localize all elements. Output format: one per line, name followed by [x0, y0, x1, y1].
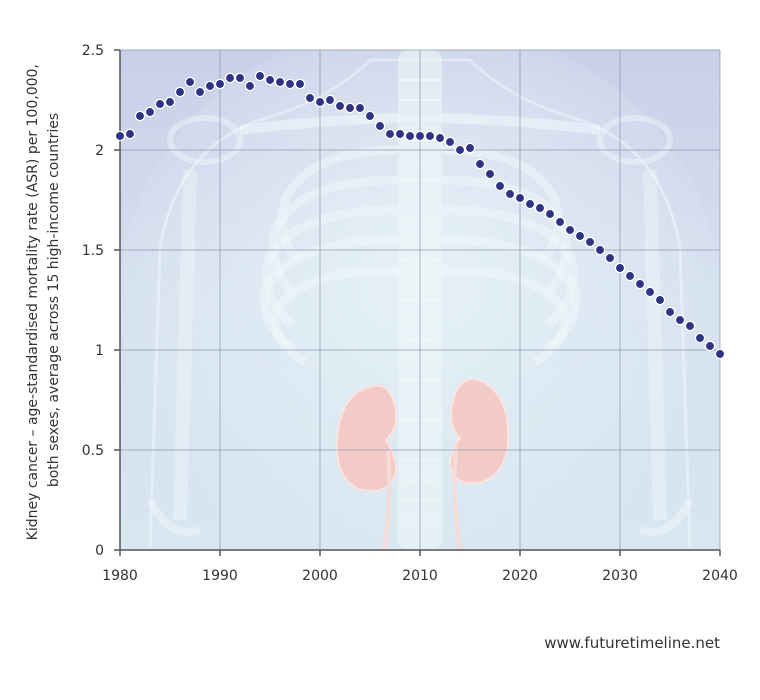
data-point	[284, 78, 296, 90]
data-point	[264, 74, 276, 86]
data-point	[464, 142, 476, 154]
y-axis-ticks: 0 0.5 1 1.5 2 2.5	[82, 43, 120, 559]
credit-text[interactable]: www.futuretimeline.net	[544, 634, 720, 652]
data-point	[304, 92, 316, 104]
data-point	[144, 106, 156, 118]
data-point	[374, 120, 386, 132]
data-point	[254, 70, 266, 82]
data-point	[514, 192, 526, 204]
data-point	[504, 188, 516, 200]
data-point	[394, 128, 406, 140]
x-tick-label: 2010	[402, 568, 438, 584]
data-point	[204, 80, 216, 92]
data-point	[534, 202, 546, 214]
data-point	[454, 144, 466, 156]
data-point	[654, 294, 666, 306]
y-tick-label: 1.5	[82, 243, 104, 259]
data-point	[214, 78, 226, 90]
data-point	[274, 76, 286, 88]
data-point	[544, 208, 556, 220]
data-point	[704, 340, 716, 352]
x-tick-label: 1980	[102, 568, 138, 584]
data-point	[674, 314, 686, 326]
x-tick-label: 2020	[502, 568, 538, 584]
data-point	[684, 320, 696, 332]
gridlines	[120, 49, 721, 550]
data-point	[624, 270, 636, 282]
data-point	[384, 128, 396, 140]
data-point	[234, 72, 246, 84]
data-point	[344, 102, 356, 114]
y-axis-title: Kidney cancer – age-standardised mortali…	[25, 60, 62, 541]
x-tick-label: 1990	[202, 568, 238, 584]
data-point	[224, 72, 236, 84]
data-point	[314, 96, 326, 108]
x-axis-ticks: 1980 1990 2000 2010 2020 2030 2040	[102, 550, 738, 584]
y-tick-label: 1	[95, 343, 104, 359]
kidney-illustration	[335, 378, 510, 550]
data-point	[604, 252, 616, 264]
data-point	[554, 216, 566, 228]
data-point	[424, 130, 436, 142]
data-point	[574, 230, 586, 242]
data-point	[494, 180, 506, 192]
data-point	[434, 132, 446, 144]
data-point	[184, 76, 196, 88]
data-point	[444, 136, 456, 148]
data-point	[124, 128, 136, 140]
data-point	[334, 100, 346, 112]
data-point	[524, 198, 536, 210]
data-point	[364, 110, 376, 122]
data-point	[134, 110, 146, 122]
x-tick-label: 2000	[302, 568, 338, 584]
data-point	[484, 168, 496, 180]
data-point	[414, 130, 426, 142]
data-point	[594, 244, 606, 256]
data-point	[154, 98, 166, 110]
data-point	[404, 130, 416, 142]
data-point	[694, 332, 706, 344]
data-point	[564, 224, 576, 236]
y-tick-label: 0	[95, 543, 104, 559]
data-point	[634, 278, 646, 290]
data-point	[174, 86, 186, 98]
data-point	[244, 80, 256, 92]
y-tick-label: 2	[95, 143, 104, 159]
x-tick-label: 2030	[602, 568, 638, 584]
data-points	[114, 70, 726, 360]
data-point	[194, 86, 206, 98]
data-point	[114, 130, 126, 142]
y-tick-label: 2.5	[82, 43, 104, 59]
y-axis-title-line-2: both sexes, average across 15 high-incom…	[46, 113, 62, 487]
data-point	[294, 78, 306, 90]
data-point	[644, 286, 656, 298]
y-axis-title-line-1: Kidney cancer – age-standardised mortali…	[25, 64, 41, 540]
data-point	[324, 94, 336, 106]
data-point	[614, 262, 626, 274]
x-tick-label: 2040	[702, 568, 738, 584]
data-point	[714, 348, 726, 360]
data-point	[164, 96, 176, 108]
y-tick-label: 0.5	[82, 443, 104, 459]
data-point	[584, 236, 596, 248]
data-point	[354, 102, 366, 114]
data-point	[664, 306, 676, 318]
data-point	[474, 158, 486, 170]
